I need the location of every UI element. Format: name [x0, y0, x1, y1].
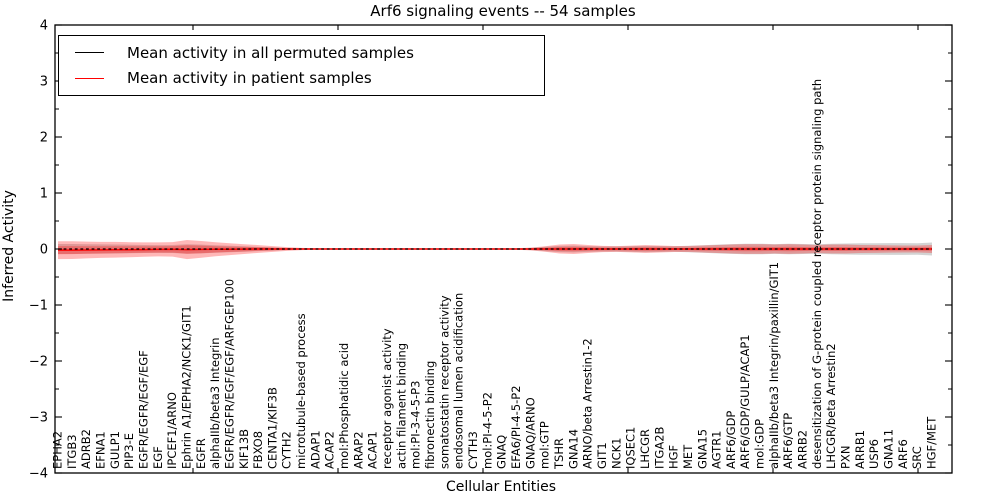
x-tick-label: actin filament binding [394, 343, 408, 469]
x-tick-label: Ephrin A1/EPHA2/NCK1/GIT1 [180, 305, 194, 469]
legend-item-permuted: Mean activity in all permuted samples [59, 44, 544, 62]
x-tick-label: ARRB1 [853, 430, 867, 469]
x-tick-label: EGF [151, 446, 165, 469]
x-tick-label: GULP1 [108, 431, 122, 469]
x-tick-label: NCK1 [609, 438, 623, 470]
x-tick-label: ARF6/GDP/GULP/ACAP1 [738, 334, 752, 469]
x-tick-label: ADRB2 [79, 429, 93, 469]
x-tick-label: LHCGR/beta Arrestin2 [824, 343, 838, 469]
y-tick-label: −1 [29, 299, 48, 314]
x-tick-label: HGF/MET [925, 416, 939, 469]
x-tick-label: SRC [910, 446, 924, 469]
x-tick-label: desensitization of G-protein coupled rec… [810, 79, 824, 469]
x-tick-label: ITGA2B [652, 426, 666, 469]
x-tick-label: endosomal lumen acidification [452, 293, 466, 469]
x-tick-label: USP6 [867, 439, 881, 469]
x-tick-label: GIT1 [595, 442, 609, 469]
y-tick-label: −4 [29, 467, 48, 482]
legend-label-permuted: Mean activity in all permuted samples [127, 43, 414, 62]
x-tick-label: ARF6/GDP [724, 411, 738, 469]
x-tick-label: GNAQ/ARNO [523, 397, 537, 469]
permuted-line-sample [75, 52, 104, 54]
x-tick-label: mol:Phosphatidic acid [337, 343, 351, 469]
x-tick-label: GNA11 [882, 429, 896, 469]
x-tick-label: GNA14 [566, 429, 580, 469]
legend-label-patient: Mean activity in patient samples [127, 69, 372, 88]
x-axis-label: Cellular Entities [445, 479, 557, 495]
patient-line-sample [75, 77, 104, 79]
y-tick-label: 1 [40, 187, 48, 202]
x-tick-label: ARF6 [896, 439, 910, 469]
y-axis-label: Inferred Activity [1, 190, 17, 302]
x-tick-label: ACAP1 [366, 431, 380, 469]
x-tick-label: alphaIIb/beta3 Integrin/paxillin/GIT1 [767, 262, 781, 469]
x-tick-label: EGFR [194, 438, 208, 469]
x-tick-label: fibronectin binding [423, 361, 437, 469]
y-tick-label: −2 [29, 355, 48, 370]
x-tick-label: TSHR [552, 438, 566, 470]
x-tick-label: ARF6/GTP [781, 413, 795, 469]
x-tick-label: microtubule-based process [294, 313, 308, 469]
x-tick-label: GNA15 [695, 429, 709, 469]
x-tick-label: IPCEF1/ARNO [165, 392, 179, 469]
x-tick-label: HGF [667, 445, 681, 469]
x-tick-label: AGTR1 [710, 431, 724, 470]
chart-title: Arf6 signaling events -- 54 samples [370, 2, 636, 20]
x-tick-label: ARAP2 [351, 431, 365, 469]
x-tick-label: EPHA2 [51, 431, 65, 469]
x-tick-label: PXN [839, 446, 853, 469]
y-tick-label: 0 [40, 243, 48, 258]
x-tick-label: mol:GDP [753, 419, 767, 469]
y-tick-label: −3 [29, 411, 48, 426]
patient-band-inner [58, 245, 932, 255]
x-tick-label: CYTH3 [466, 431, 480, 469]
y-tick-label: 3 [40, 75, 48, 90]
x-tick-label: somatostatin receptor activity [437, 295, 451, 469]
x-tick-label: EFNA1 [94, 431, 108, 469]
x-tick-label: CENTA1/KIF3B [265, 387, 279, 469]
x-tick-label: EFA6/PI-4-5-P2 [509, 385, 523, 469]
x-tick-label: ARNO/beta Arrestin1-2 [581, 338, 595, 469]
y-tick-label: 4 [40, 19, 48, 34]
x-tick-label: IQSEC1 [624, 427, 638, 469]
x-tick-label: ADAP1 [308, 430, 322, 469]
x-tick-label: FBXO8 [251, 431, 265, 469]
x-tick-label: ARRB2 [796, 430, 810, 469]
x-tick-label: EGFR/EGFR/EGF/EGF [137, 350, 151, 469]
legend-box: Mean activity in all permuted samples Me… [58, 35, 545, 96]
x-tick-label: receptor agonist activity [380, 328, 394, 469]
x-tick-label: mol:PI-4-5-P2 [480, 392, 494, 469]
x-tick-label: alphaIIb/beta3 Integrin [208, 337, 222, 469]
x-tick-label: GNAQ [495, 435, 509, 469]
x-tick-label: MET [681, 444, 695, 469]
x-tick-label: KIF13B [237, 429, 251, 469]
x-tick-label: ACAP2 [323, 431, 337, 469]
x-tick-label: mol:GTP [538, 421, 552, 469]
y-tick-label: 2 [40, 131, 48, 146]
x-tick-label: mol:PI-3-4-5-P3 [409, 381, 423, 469]
x-tick-label: EGFR/EGFR/EGF/EGF/ARFGEP100 [222, 279, 236, 469]
legend-item-patient: Mean activity in patient samples [59, 69, 544, 87]
x-tick-label: ITGB3 [65, 434, 79, 469]
x-tick-label: PIP3-E [122, 433, 136, 469]
x-tick-label: CYTH2 [280, 431, 294, 469]
x-tick-label: LHCGR [638, 429, 652, 469]
